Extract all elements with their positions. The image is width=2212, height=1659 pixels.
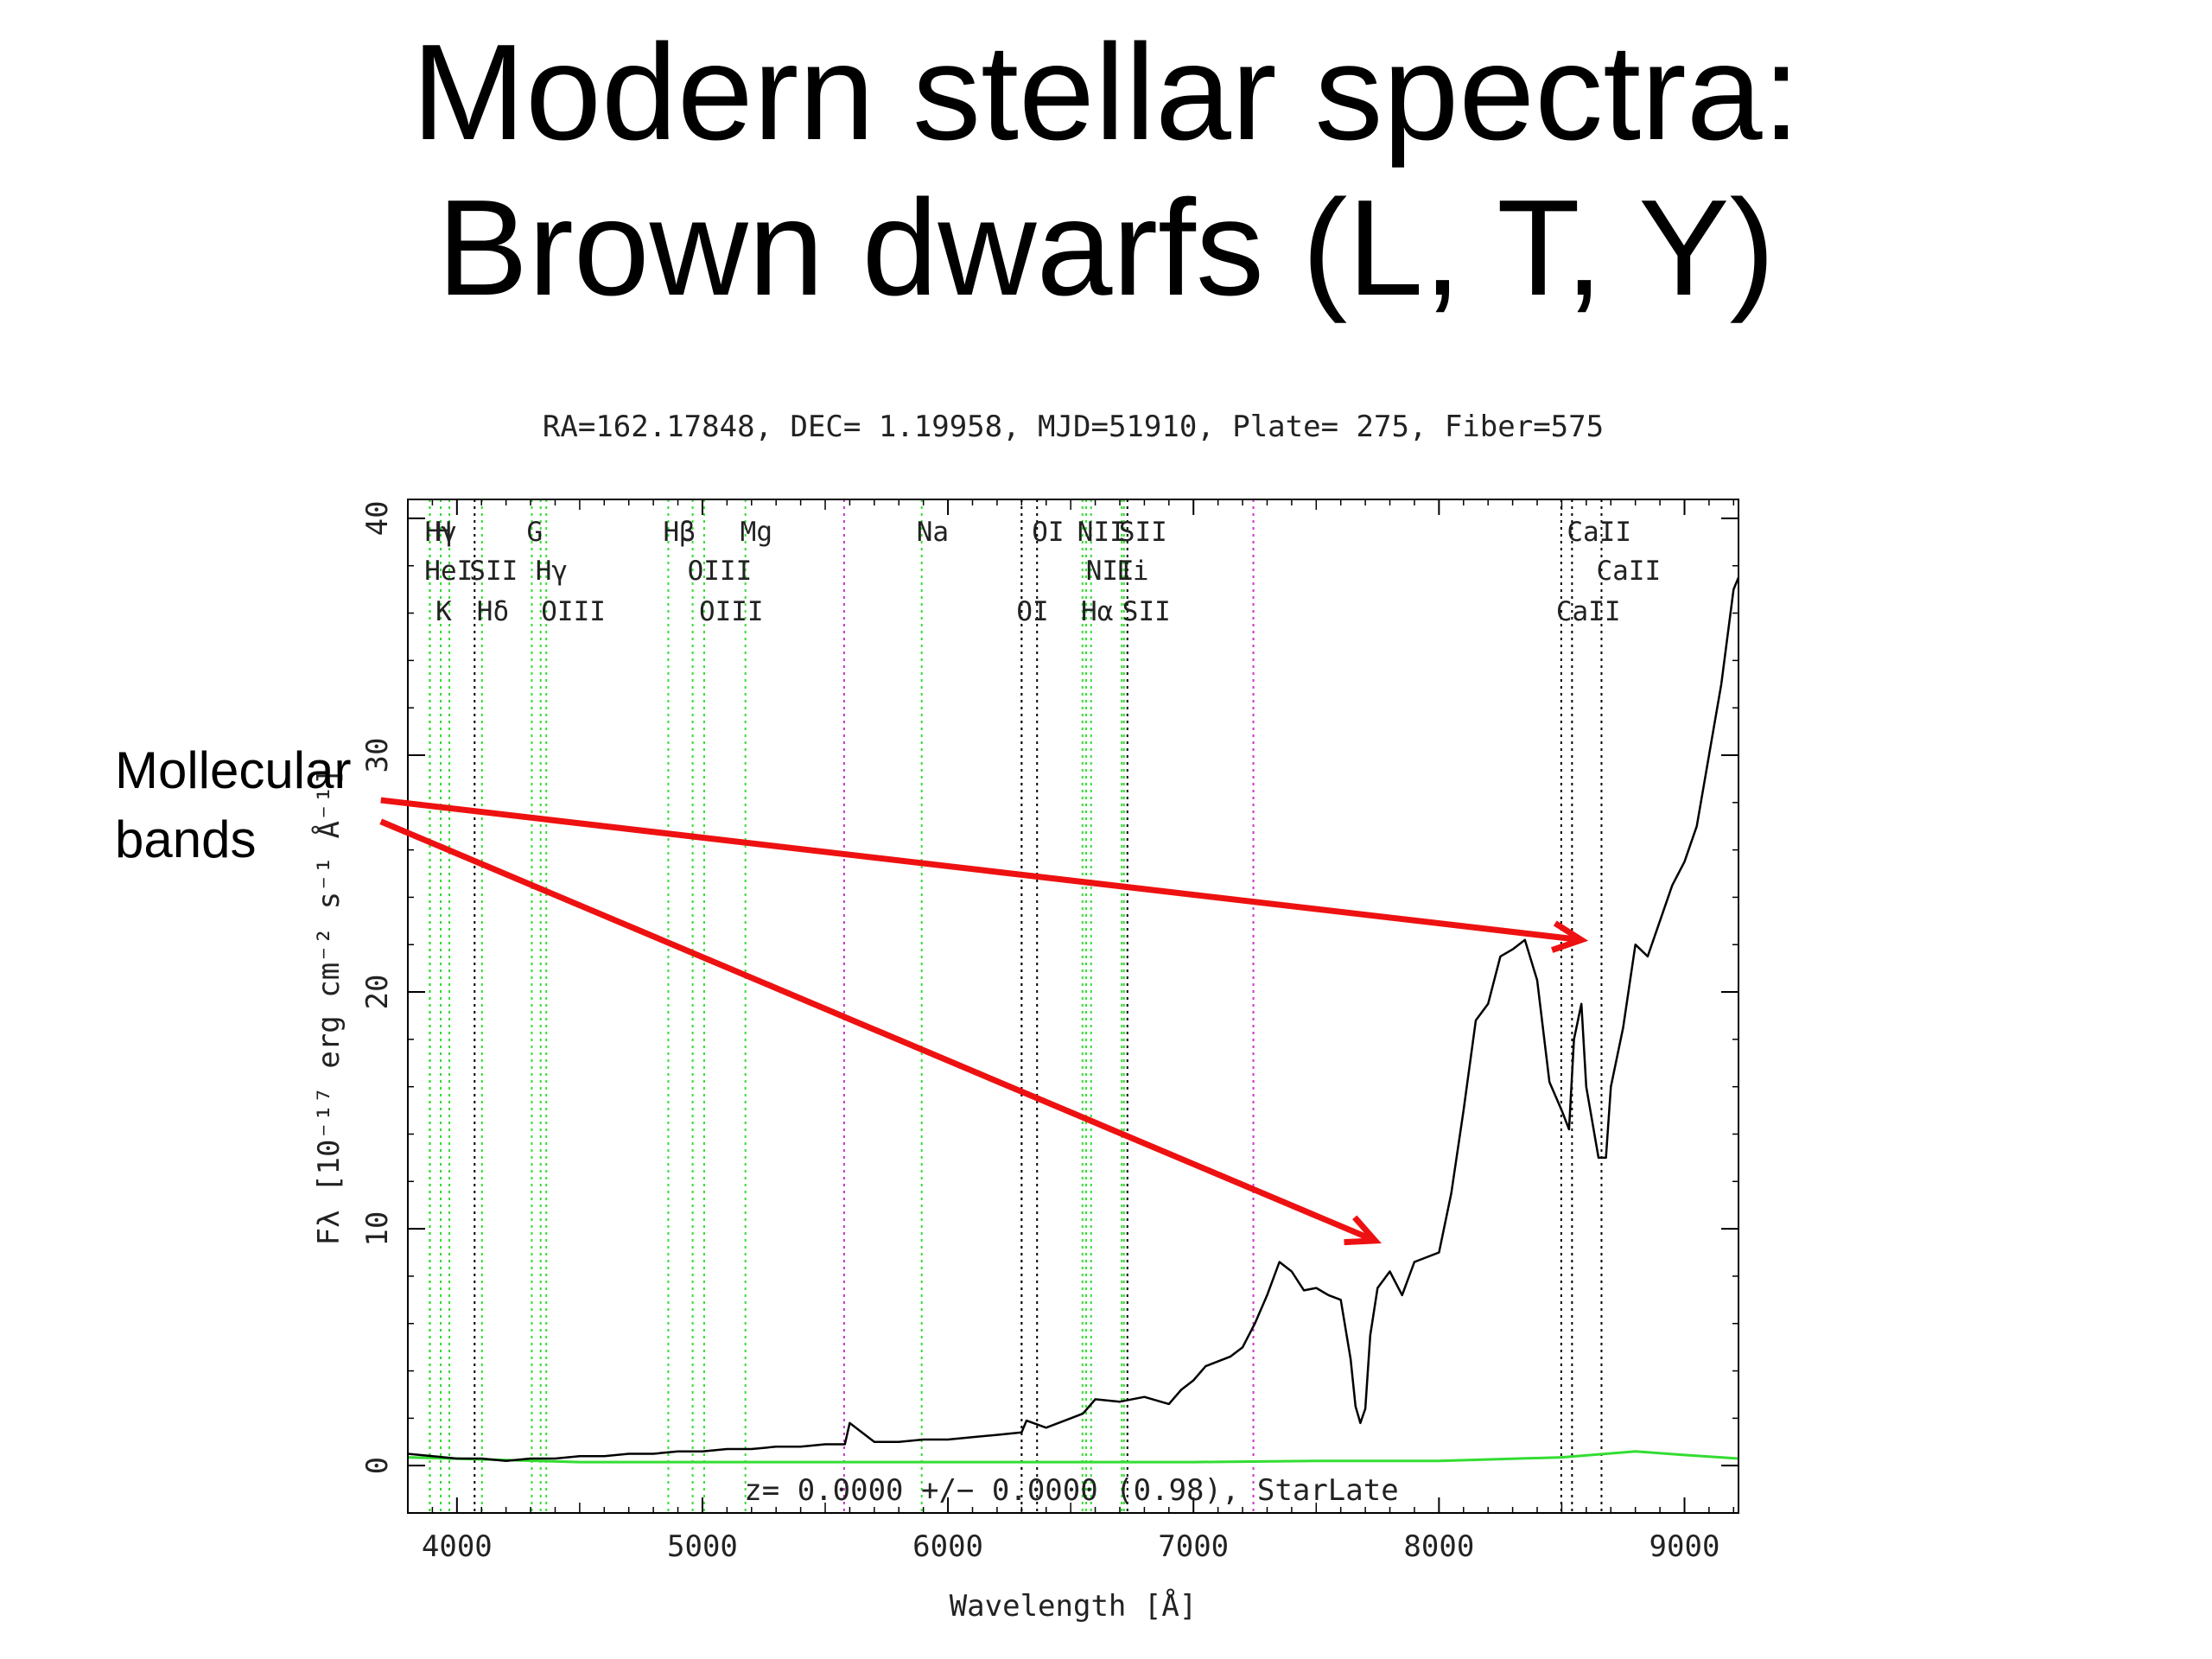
- marker-label-5: K: [435, 596, 452, 627]
- x-tick-label-5000: 5000: [667, 1529, 738, 1564]
- series: [408, 576, 1738, 1464]
- marker-label-24: SII: [1122, 596, 1171, 627]
- marker-label-22: Li: [1116, 556, 1148, 587]
- marker-label-8: Hγ: [536, 556, 568, 587]
- line-markers: [429, 499, 1603, 1513]
- marker-label-3: HeI: [424, 556, 473, 587]
- callout-label-line1: Mollecular: [115, 741, 352, 799]
- x-tick-label-8000: 8000: [1403, 1529, 1474, 1564]
- marker-label-11: OIII: [688, 556, 753, 587]
- callout-label-line2: bands: [115, 810, 257, 868]
- marker-label-26: CaII: [1567, 517, 1631, 548]
- y-tick-label-40: 40: [360, 500, 395, 536]
- marker-label-27: CaII: [1596, 556, 1661, 587]
- marker-label-20: SII: [1119, 517, 1167, 548]
- marker-label-15: Na: [917, 517, 949, 548]
- marker-label-17: OI: [1032, 517, 1064, 548]
- marker-label-0: Hγ: [425, 517, 457, 548]
- marker-label-23: Hα: [1081, 596, 1113, 627]
- x-tick-label-9000: 9000: [1649, 1529, 1720, 1564]
- marker-label-4: SII: [469, 556, 518, 587]
- y-tick-label-20: 20: [360, 975, 395, 1010]
- marker-label-1: H: [435, 517, 452, 548]
- callout-arrowhead-1: [1550, 920, 1589, 953]
- slide-title-line1: Modern stellar spectra:: [411, 16, 1801, 168]
- marker-label-9: OIII: [541, 596, 606, 627]
- x-tick-label-6000: 6000: [912, 1529, 983, 1564]
- chart-title: RA=162.17848, DEC= 1.19958, MJD=51910, P…: [543, 410, 1604, 444]
- marker-label-12: OIII: [699, 596, 764, 627]
- x-tick-label-4000: 4000: [422, 1529, 493, 1564]
- slide-title-line2: Brown dwarfs (L, T, Y): [436, 172, 1776, 324]
- y-tick-label-30: 30: [360, 738, 395, 773]
- error-series: [408, 1450, 1738, 1464]
- x-tick-label-7000: 7000: [1158, 1529, 1229, 1564]
- marker-label-18: OI: [1016, 596, 1048, 627]
- y-tick-label-0: 0: [360, 1457, 395, 1474]
- y-tick-label-10: 10: [360, 1211, 395, 1247]
- fit-annotation: z= 0.0000 +/− 0.0000 (0.98), StarLate: [744, 1473, 1398, 1508]
- marker-label-19: NII: [1077, 517, 1126, 548]
- plot-frame: [407, 499, 1739, 1514]
- marker-label-10: Hβ: [663, 517, 695, 548]
- spectrum-series: [408, 576, 1738, 1462]
- marker-label-28: CaII: [1556, 596, 1621, 627]
- callout-arrows: [379, 797, 1589, 1246]
- callout-arrow-2: [379, 818, 1376, 1244]
- marker-label-6: Hδ: [477, 596, 509, 627]
- callout-arrowhead-2: [1344, 1215, 1382, 1246]
- marker-label-21: NII: [1086, 556, 1135, 587]
- y-axis-label: Fλ [10⁻¹⁷ erg cm⁻² s⁻¹ Å⁻¹]: [311, 768, 346, 1246]
- callout-arrow-1: [380, 797, 1582, 944]
- marker-label-13: Mg: [741, 517, 772, 548]
- axis-ticks: 4000 5000 6000 7000 8000 9000 0 10 20 30 40: [360, 499, 1738, 1564]
- marker-label-7: G: [526, 517, 543, 548]
- x-axis-label: Wavelength [Å]: [950, 1588, 1198, 1624]
